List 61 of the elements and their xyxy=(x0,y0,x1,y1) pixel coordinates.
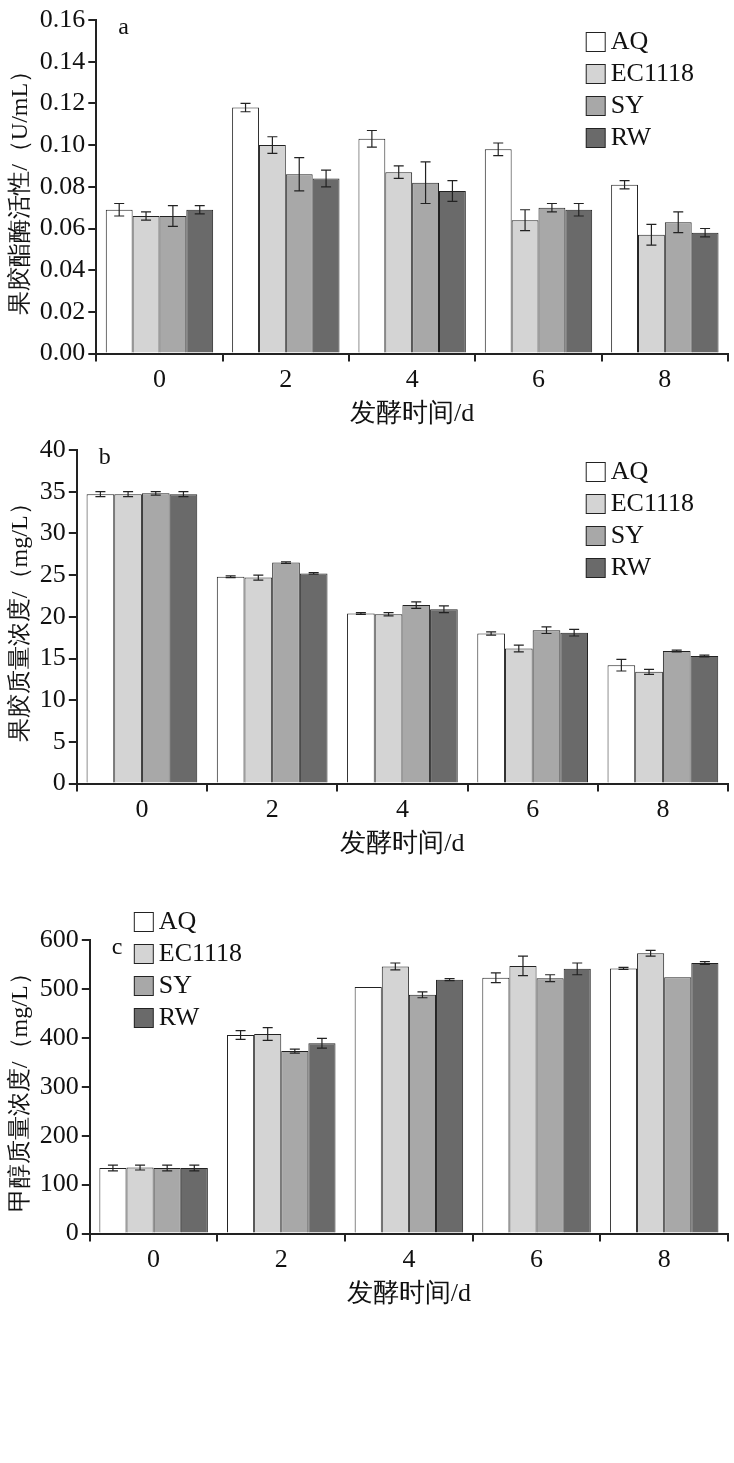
legend-label: SY xyxy=(610,519,645,549)
x-tick-label: 6 xyxy=(526,794,540,824)
legend-label: SY xyxy=(610,89,645,119)
x-tick-label: 8 xyxy=(656,794,670,824)
legend-label: EC1118 xyxy=(158,937,243,967)
legend-label: AQ xyxy=(610,455,649,485)
x-tick-label: 0 xyxy=(135,794,149,824)
annotation: c xyxy=(111,933,123,960)
y-tick-label: 300 xyxy=(39,1070,79,1100)
legend-label: AQ xyxy=(610,25,649,55)
y-tick-label: 30 xyxy=(39,517,66,547)
legend-label: EC1118 xyxy=(610,487,694,517)
legend-label: EC1118 xyxy=(610,57,694,87)
x-tick-label: 6 xyxy=(531,364,545,394)
annotation: a xyxy=(118,13,130,40)
x-axis-title: 发酵时间/d xyxy=(350,398,475,428)
y-tick-label: 0.12 xyxy=(39,87,86,117)
x-tick-label: 6 xyxy=(530,1244,544,1274)
x-tick-label: 0 xyxy=(152,364,166,394)
y-tick-label: 0.08 xyxy=(39,170,86,200)
y-tick-label: 25 xyxy=(39,558,66,588)
y-tick-label: 35 xyxy=(39,475,66,505)
y-tick-label: 0.04 xyxy=(39,254,86,284)
y-tick-label: 0.02 xyxy=(39,295,86,325)
y-tick-label: 200 xyxy=(39,1119,79,1149)
y-tick-label: 20 xyxy=(39,600,66,630)
y-axis-title: 果胶酯酶活性/（U/mL） xyxy=(5,58,32,315)
x-tick-label: 4 xyxy=(405,364,419,394)
y-tick-label: 0.06 xyxy=(39,212,86,242)
x-tick-label: 2 xyxy=(279,364,293,394)
y-tick-label: 15 xyxy=(39,642,66,672)
x-tick-label: 4 xyxy=(402,1244,416,1274)
y-tick-label: 100 xyxy=(39,1168,79,1198)
y-tick-label: 400 xyxy=(39,1021,79,1051)
y-tick-label: 0.16 xyxy=(39,3,86,33)
y-tick-label: 0 xyxy=(52,767,66,797)
x-tick-label: 0 xyxy=(147,1244,161,1274)
x-axis-title: 发酵时间/d xyxy=(346,1278,472,1308)
x-tick-label: 2 xyxy=(274,1244,288,1274)
legend-label: RW xyxy=(610,121,652,151)
x-tick-label: 8 xyxy=(657,1244,671,1274)
y-tick-label: 5 xyxy=(52,725,66,755)
x-tick-label: 8 xyxy=(658,364,672,394)
legend-label: RW xyxy=(610,551,652,581)
x-tick-label: 4 xyxy=(395,794,409,824)
y-axis-title: 果胶质量浓度/（mg/L） xyxy=(5,491,32,743)
y-axis-title: 甲醇质量浓度/（mg/L） xyxy=(5,961,32,1213)
legend-label: SY xyxy=(158,969,193,999)
y-tick-label: 500 xyxy=(39,972,79,1002)
y-tick-label: 0.00 xyxy=(39,337,86,367)
legend-label: RW xyxy=(158,1001,200,1031)
y-tick-label: 10 xyxy=(39,684,66,714)
annotation: b xyxy=(98,443,111,470)
y-tick-label: 0 xyxy=(65,1217,79,1247)
x-tick-label: 2 xyxy=(265,794,279,824)
y-tick-label: 40 xyxy=(39,433,66,463)
y-tick-label: 0.14 xyxy=(39,45,86,75)
y-tick-label: 600 xyxy=(39,923,79,953)
y-tick-label: 0.10 xyxy=(39,128,86,158)
x-axis-title: 发酵时间/d xyxy=(340,828,465,858)
legend-label: AQ xyxy=(158,905,197,935)
